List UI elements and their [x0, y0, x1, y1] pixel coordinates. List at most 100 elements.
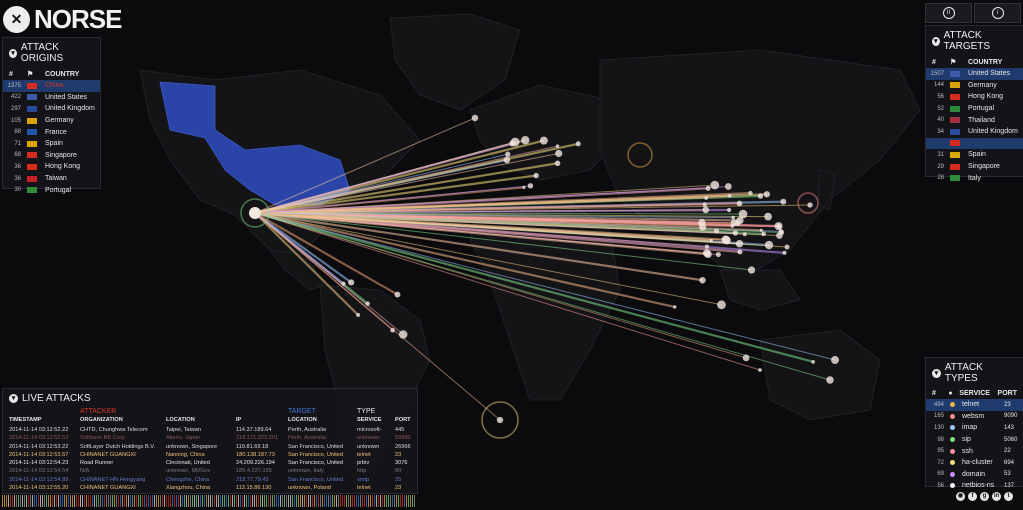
list-item[interactable]: 28 Italy	[926, 172, 1023, 184]
attack-arc	[254, 212, 836, 361]
chevron-down-icon[interactable]: ▾	[9, 48, 17, 58]
facebook-icon[interactable]: f	[968, 492, 977, 501]
table-cell: 3076	[395, 460, 408, 467]
history-tick	[160, 495, 161, 507]
list-item[interactable]: 30 Portugal	[3, 184, 100, 196]
service-dot-icon	[950, 413, 955, 419]
table-row[interactable]: 2014-11-14 03:12:54.23 Road Runner Cincinn…	[3, 459, 417, 467]
list-item[interactable]: 40 Thailand	[926, 114, 1023, 126]
list-item[interactable]: 1507 United States	[926, 68, 1023, 80]
list-item[interactable]: 1375 China	[3, 80, 100, 92]
history-tick	[150, 495, 151, 507]
attack-arc	[254, 204, 811, 214]
japan	[817, 169, 836, 211]
list-item[interactable]: 36 Taiwan	[3, 173, 100, 185]
list-item[interactable]: 71 Spain	[3, 138, 100, 150]
history-tick	[38, 495, 39, 507]
list-item[interactable]: 422 United States	[3, 92, 100, 104]
list-item[interactable]: 36 Hong Kong	[3, 161, 100, 173]
chevron-down-icon[interactable]: ▾	[932, 368, 941, 378]
linkedin-icon[interactable]: in	[992, 492, 1001, 501]
attack-arc	[254, 152, 559, 214]
chevron-down-icon[interactable]: ▾	[932, 36, 940, 46]
attack-arc	[254, 212, 501, 421]
south-east-asia	[719, 269, 801, 311]
history-tick	[382, 495, 383, 507]
list-item[interactable]: 144 Germany	[926, 80, 1023, 92]
panel-title: ATTACK ORIGINS	[20, 42, 64, 64]
attack-node	[699, 277, 706, 284]
service-name: ha-cluster	[962, 459, 993, 467]
table-row[interactable]: 2014-11-14 03:12:52.22 CHTD, Chunghwa Tel…	[3, 426, 417, 434]
list-item[interactable]: 56 Hong Kong	[926, 91, 1023, 103]
attack-count: 71	[14, 140, 21, 147]
list-item[interactable]: 95 ssh 22	[926, 445, 1023, 457]
table-row[interactable]: 2014-11-14 03:12:53.22 SoftLayer Dutch Ho…	[3, 443, 417, 451]
table-cell: unknown, Poland	[288, 485, 331, 492]
table-cell: San Francisco, United	[288, 476, 344, 483]
list-item[interactable]: 56 netbios-ns 137	[926, 480, 1023, 492]
history-tick	[10, 495, 11, 507]
attack-count: 40	[937, 117, 944, 124]
history-tick	[20, 495, 21, 507]
history-tick	[400, 495, 401, 507]
twitter-icon[interactable]: t	[1004, 492, 1013, 501]
hash-icon: #	[932, 390, 936, 397]
table-row[interactable]: 2014-11-14 03:12:54.54 N/A unknown, Mil/Go…	[3, 467, 417, 475]
attack-count: 56	[937, 482, 944, 489]
list-item[interactable]: 88 France	[3, 126, 100, 138]
table-row[interactable]: 2014-11-14 03:12:53.57 CHINANET GUANGXI Na…	[3, 451, 417, 459]
list-item[interactable]: 69 domain 53	[926, 469, 1023, 481]
history-tick	[234, 495, 235, 507]
google-plus-icon[interactable]: g	[980, 492, 989, 501]
history-tick	[282, 495, 283, 507]
attack-node	[774, 222, 783, 231]
attack-count: 95	[937, 448, 944, 455]
table-cell: 2014-11-14 03:12:54.89	[9, 476, 69, 483]
flag-icon	[950, 128, 960, 135]
history-tick	[326, 495, 327, 507]
attack-node	[764, 240, 774, 250]
table-row[interactable]: 2014-11-14 03:12:54.89 CHINANET-HN Hengya…	[3, 476, 417, 484]
attack-arc	[254, 212, 761, 371]
list-item[interactable]: 297 United Kingdom	[3, 103, 100, 115]
history-tick	[88, 495, 89, 507]
list-item[interactable]	[926, 137, 1023, 150]
chevron-down-icon[interactable]: ▾	[9, 394, 18, 403]
history-tick	[314, 495, 315, 507]
table-row[interactable]: 2014-11-14 03:12:52.53 Softbank BB Corp Ak…	[3, 434, 417, 442]
live-attacks-panel: ▾ LIVE ATTACKS ATTACKER TARGET TYPE TIMES…	[2, 388, 418, 494]
attack-targets-panel: ▾ ATTACK TARGETS # ⚑ COUNTRY 1507 United Sta…	[925, 25, 1023, 182]
list-item[interactable]: 68 Singapore	[3, 150, 100, 162]
table-row[interactable]: 2014-11-14 03:12:55.20 CHINANET GUANGXI Xi…	[3, 484, 417, 492]
flag-icon	[950, 70, 960, 77]
list-item[interactable]: 29 Singapore	[926, 161, 1023, 173]
list-item[interactable]: 494 telnet 23	[926, 399, 1023, 411]
info-button[interactable]: i	[974, 3, 1021, 23]
history-tick	[372, 495, 373, 507]
rss-icon[interactable]: ◉	[956, 492, 965, 501]
norse-logo[interactable]: ✕ NORSE	[3, 4, 122, 35]
history-tick	[360, 495, 361, 507]
history-tick	[270, 495, 271, 507]
history-tick	[408, 495, 409, 507]
list-item[interactable]: 52 Portugal	[926, 103, 1023, 115]
list-item[interactable]: 31 Spain	[926, 149, 1023, 161]
flag-icon	[27, 175, 37, 182]
list-item[interactable]: 34 United Kingdom	[926, 126, 1023, 138]
table-cell: 113.15.86.130	[236, 485, 272, 492]
history-tick	[148, 495, 149, 507]
list-item[interactable]: 72 ha-cluster 694	[926, 457, 1023, 469]
history-tick	[156, 495, 157, 507]
history-tick	[94, 495, 95, 507]
pause-button[interactable]: II	[925, 3, 972, 23]
column-service: SERVICE	[959, 390, 990, 397]
list-item[interactable]: 98 sip 5060	[926, 434, 1023, 446]
flag-icon	[27, 187, 37, 194]
list-item[interactable]: 130 imap 143	[926, 422, 1023, 434]
list-item[interactable]: 165 websm 9090	[926, 411, 1023, 423]
history-tick	[334, 495, 335, 507]
list-item[interactable]: 105 Germany	[3, 115, 100, 127]
history-tick	[86, 495, 87, 507]
history-tick	[14, 495, 15, 507]
